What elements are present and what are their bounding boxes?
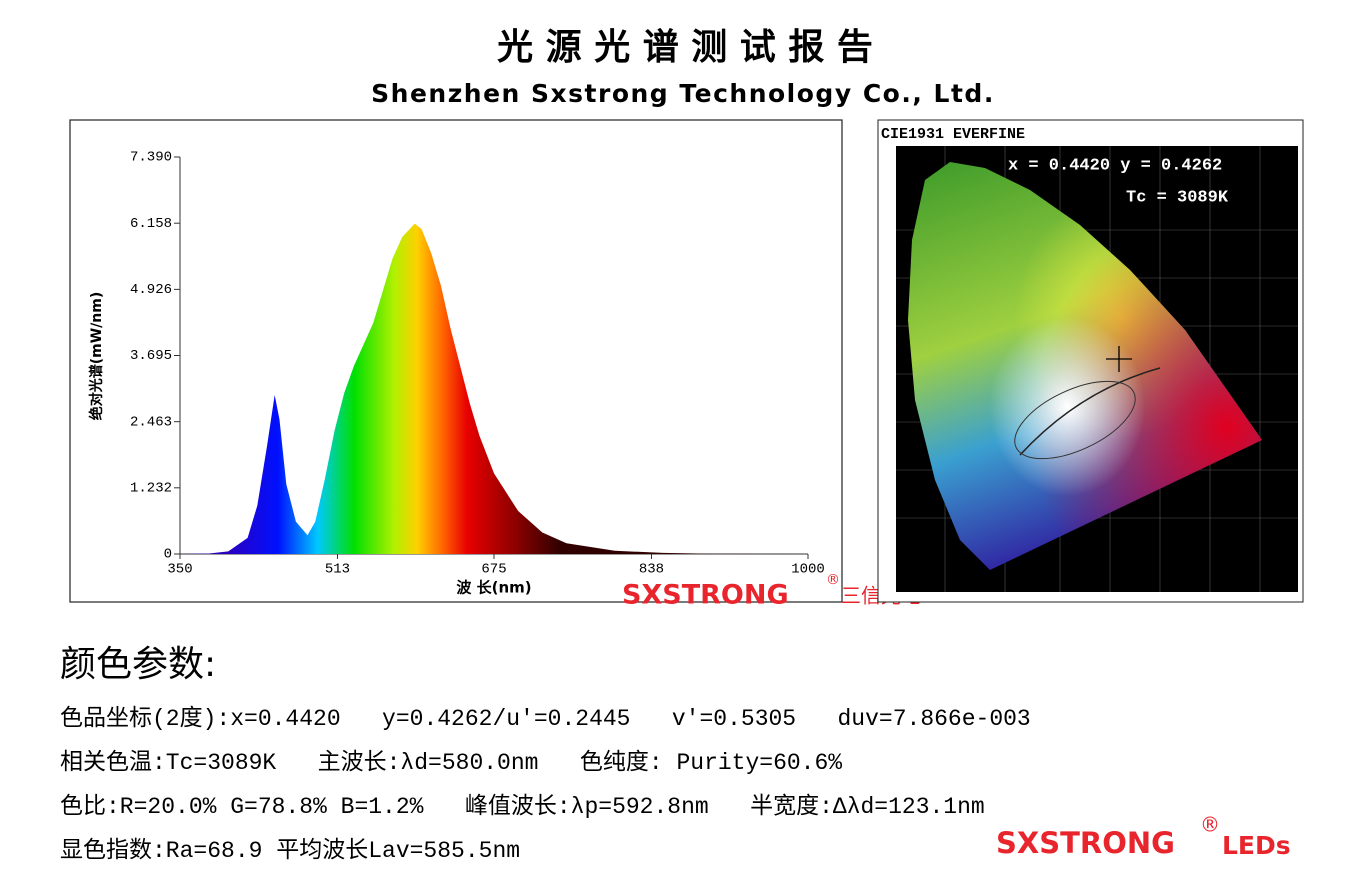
cie-tc: Tc = 3089K bbox=[1126, 188, 1229, 207]
footer-leds: LEDs bbox=[1222, 831, 1291, 860]
y-axis-label: 绝对光谱(mW/nm) bbox=[88, 292, 105, 421]
param-line: 色品坐标(2度):x=0.4420 y=0.4262/u'=0.2445 v'=… bbox=[60, 705, 1031, 732]
plot: 0 1.232 2.463 3.695 4.926 6.158 7.390 350 513 675… bbox=[88, 150, 825, 597]
footer-brand: SXSTRONG bbox=[996, 826, 1175, 860]
x-tick-label: 1000 bbox=[791, 562, 825, 578]
x-tick-label: 513 bbox=[325, 562, 350, 578]
x-tick-label: 838 bbox=[639, 562, 664, 578]
cie-title: CIE1931 EVERFINE bbox=[881, 126, 1025, 143]
cie-cross bbox=[1106, 346, 1132, 372]
spectrum-area bbox=[180, 223, 808, 554]
y-tick-label: 1.232 bbox=[130, 481, 172, 497]
params: 色品坐标(2度):x=0.4420 y=0.4262/u'=0.2445 v'=… bbox=[60, 705, 1031, 864]
footer-reg: ® bbox=[1200, 813, 1220, 837]
cie-locus bbox=[908, 162, 1262, 570]
y-tick-label: 0 bbox=[164, 547, 172, 563]
param-line: 显色指数:Ra=68.9 平均波长Lav=585.5nm bbox=[60, 837, 520, 864]
param-line: 相关色温:Tc=3089K 主波长:λd=580.0nm 色纯度: Purity… bbox=[60, 749, 842, 776]
y-tick-label: 7.390 bbox=[130, 150, 172, 166]
y-tick-label: 6.158 bbox=[130, 216, 172, 232]
x-axis-label: 波 长(nm) bbox=[456, 579, 531, 597]
x-tick-label: 350 bbox=[167, 562, 192, 578]
params-heading: 颜色参数: bbox=[60, 644, 216, 685]
y-tick-label: 4.926 bbox=[130, 282, 172, 298]
y-tick-label: 2.463 bbox=[130, 414, 172, 430]
watermark-reg: ® bbox=[826, 572, 840, 588]
watermark: SXSTRONG bbox=[622, 580, 789, 611]
y-tick-label: 3.695 bbox=[130, 348, 172, 364]
cie-title-bg bbox=[880, 124, 1080, 144]
subtitle: Shenzhen Sxstrong Technology Co., Ltd. bbox=[371, 79, 995, 108]
x-tick-label: 675 bbox=[481, 562, 506, 578]
title: 光 源 光 谱 测 试 报 告 bbox=[497, 26, 873, 68]
cie-coords: x = 0.4420 y = 0.4262 bbox=[1008, 156, 1222, 175]
param-line: 色比:R=20.0% G=78.8% B=1.2% 峰值波长:λp=592.8n… bbox=[60, 793, 985, 820]
